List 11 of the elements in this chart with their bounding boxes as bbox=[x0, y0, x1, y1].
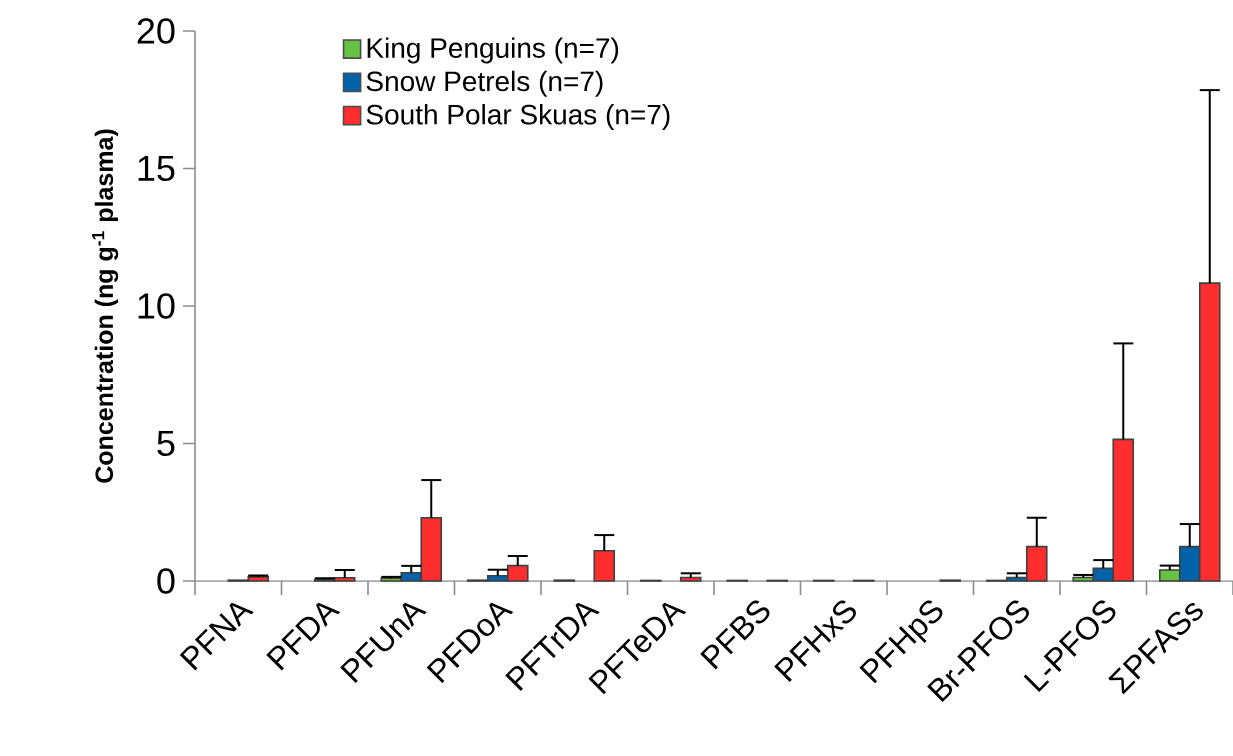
legend-label: South Polar Skuas (n=7) bbox=[366, 103, 670, 131]
y-tick-label: 0 bbox=[157, 568, 175, 594]
y-tick-label: 10 bbox=[138, 293, 175, 319]
bar bbox=[593, 549, 616, 582]
y-tick-label: 20 bbox=[137, 18, 175, 44]
y-tick-label: 5 bbox=[157, 430, 175, 457]
legend-label: Snow Petrels (n=7) bbox=[366, 70, 603, 97]
y-axis-title: Concentration (ng g$^{-1}$ plasma) bbox=[92, 129, 119, 483]
bar bbox=[679, 576, 702, 582]
legend-label: King Penguins (n=7) bbox=[367, 37, 619, 64]
y-tick-label: 15 bbox=[138, 155, 175, 182]
